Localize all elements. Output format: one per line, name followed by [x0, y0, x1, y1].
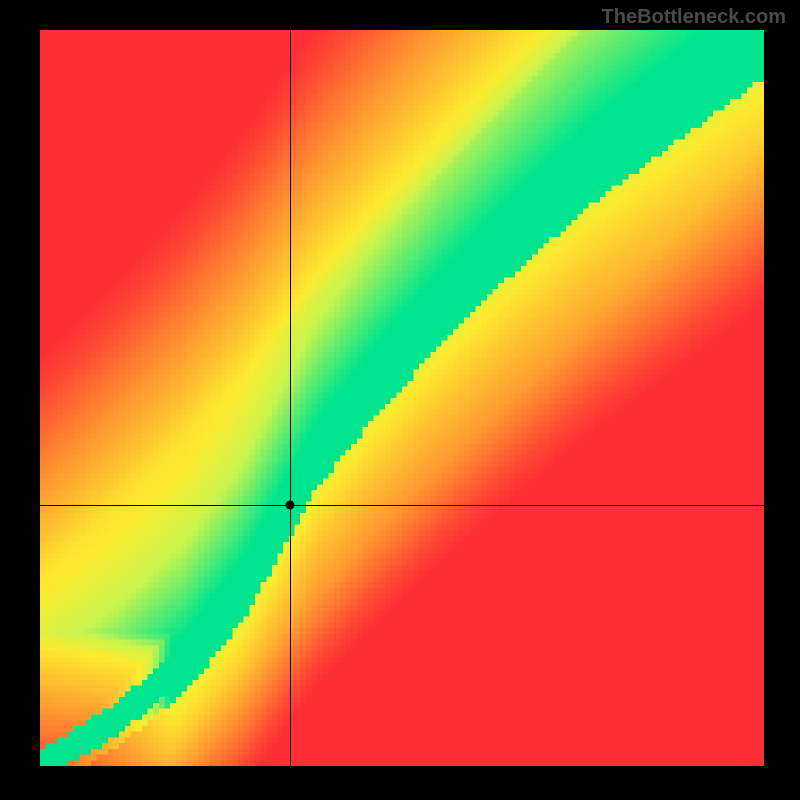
bottleneck-heatmap [40, 30, 764, 766]
selected-point-marker [285, 500, 294, 509]
crosshair-horizontal [40, 505, 764, 506]
chart-container: TheBottleneck.com [0, 0, 800, 800]
watermark-text: TheBottleneck.com [602, 6, 786, 29]
crosshair-vertical [290, 30, 291, 766]
